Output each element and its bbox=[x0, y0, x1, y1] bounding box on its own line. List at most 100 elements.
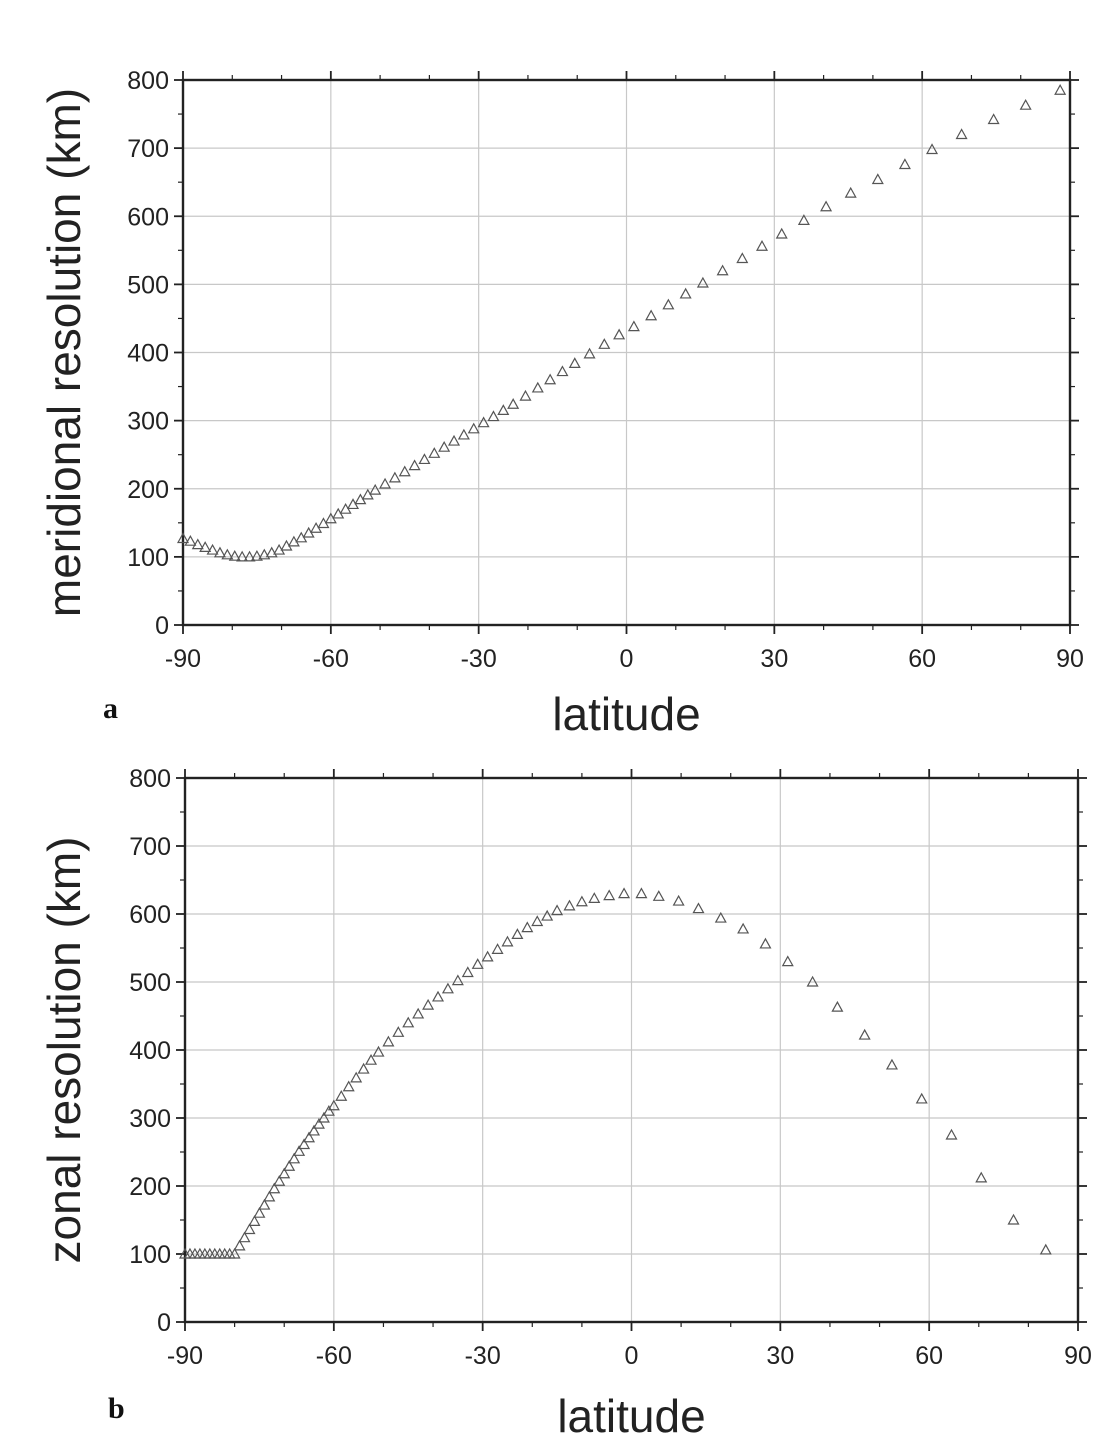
x-tick-label: 90 bbox=[1056, 645, 1084, 673]
data-point bbox=[258, 548, 271, 560]
data-point bbox=[250, 549, 263, 561]
data-point bbox=[392, 1026, 405, 1037]
data-point bbox=[283, 1160, 296, 1171]
data-point bbox=[199, 541, 212, 552]
data-point bbox=[531, 915, 544, 927]
data-point bbox=[312, 1117, 325, 1129]
data-point bbox=[898, 158, 911, 170]
x-tick-label: -60 bbox=[316, 1342, 352, 1370]
data-point bbox=[357, 1062, 370, 1074]
data-point bbox=[618, 887, 631, 899]
data-point bbox=[327, 1099, 340, 1111]
data-point bbox=[588, 892, 601, 903]
x-axis-title: latitude bbox=[552, 688, 700, 740]
data-point bbox=[491, 943, 504, 954]
data-point bbox=[243, 1223, 256, 1235]
x-tick-label: 60 bbox=[915, 1342, 943, 1370]
data-point bbox=[583, 347, 596, 359]
data-point bbox=[322, 1104, 335, 1116]
data-point bbox=[544, 373, 557, 385]
data-point bbox=[598, 338, 611, 349]
data-point bbox=[372, 1045, 385, 1057]
data-point bbox=[831, 1000, 844, 1012]
x-tick-label: 0 bbox=[625, 1342, 639, 1370]
y-tick-label: 300 bbox=[129, 1105, 171, 1133]
data-point bbox=[844, 186, 857, 198]
data-point bbox=[820, 200, 833, 212]
x-tick-label: -30 bbox=[461, 645, 497, 673]
panel-b: -90 -60 -30 0 30 60 90 0 100 200 300 400 500 600 700 80… bbox=[38, 765, 1092, 1442]
y-tick-label: 500 bbox=[127, 271, 169, 299]
y-axis-title: zonal resolution (km) bbox=[38, 837, 90, 1264]
y-tick-label: 800 bbox=[127, 67, 169, 95]
data-point bbox=[273, 1175, 286, 1186]
data-point bbox=[402, 1016, 415, 1028]
data-point bbox=[228, 549, 241, 561]
data-point bbox=[652, 890, 665, 901]
data-point bbox=[438, 440, 451, 452]
data-point bbox=[551, 904, 564, 916]
y-tick-label: 700 bbox=[129, 833, 171, 861]
data-point bbox=[759, 937, 772, 949]
data-point bbox=[871, 173, 884, 185]
data-point bbox=[714, 911, 727, 923]
data-point bbox=[672, 894, 685, 906]
data-point bbox=[885, 1058, 898, 1070]
data-point bbox=[213, 546, 226, 558]
data-point bbox=[398, 465, 411, 477]
data-point bbox=[1054, 83, 1067, 95]
data-point bbox=[531, 381, 544, 393]
data-point bbox=[716, 264, 729, 276]
data-point bbox=[987, 113, 1000, 125]
data-point bbox=[412, 1007, 425, 1019]
data-point bbox=[422, 998, 435, 1010]
y-tick-label: 100 bbox=[129, 1241, 171, 1269]
data-point bbox=[487, 410, 500, 422]
data-point bbox=[679, 287, 692, 299]
data-point bbox=[243, 550, 256, 562]
data-point bbox=[755, 239, 769, 251]
data-point bbox=[1019, 98, 1032, 110]
data-point bbox=[1007, 1213, 1020, 1225]
x-tick-label: -30 bbox=[465, 1342, 501, 1370]
y-tick-label: 300 bbox=[127, 408, 169, 436]
data-point bbox=[258, 1198, 271, 1210]
y-tick-label: 400 bbox=[129, 1037, 171, 1065]
x-tick-label: 90 bbox=[1064, 1342, 1092, 1370]
data-point bbox=[471, 958, 484, 969]
data-point bbox=[945, 1128, 958, 1140]
data-point bbox=[448, 434, 461, 446]
data-point bbox=[298, 1138, 311, 1150]
data-point bbox=[418, 453, 431, 465]
panel-label: a bbox=[103, 692, 118, 725]
data-point bbox=[317, 1111, 330, 1123]
data-point bbox=[428, 447, 441, 458]
y-tick-label: 500 bbox=[129, 969, 171, 997]
data-point bbox=[382, 1035, 395, 1047]
data-point bbox=[278, 1167, 291, 1179]
data-point bbox=[221, 548, 234, 560]
data-point bbox=[477, 416, 490, 428]
y-tick-label: 600 bbox=[127, 203, 169, 231]
x-tick-label: 60 bbox=[908, 645, 936, 673]
data-point bbox=[915, 1092, 928, 1104]
data-point bbox=[467, 422, 480, 434]
data-point bbox=[662, 298, 675, 310]
y-tick-label: 0 bbox=[157, 1309, 171, 1337]
data-point bbox=[568, 357, 581, 368]
data-point bbox=[692, 902, 705, 914]
data-point bbox=[775, 227, 788, 239]
y-tick-label: 0 bbox=[155, 612, 169, 640]
data-point bbox=[519, 389, 532, 401]
data-point bbox=[191, 538, 204, 550]
data-point bbox=[288, 1152, 301, 1164]
data-point bbox=[645, 309, 658, 321]
data-point bbox=[268, 1182, 281, 1194]
data-point bbox=[379, 477, 392, 489]
panel-a: -90 -60 -30 0 30 60 90 0 100 200 300 400 500 600 700 80… bbox=[38, 67, 1084, 740]
data-point bbox=[781, 955, 794, 967]
data-point bbox=[408, 459, 421, 471]
data-point bbox=[233, 1239, 246, 1251]
data-point bbox=[696, 276, 709, 288]
